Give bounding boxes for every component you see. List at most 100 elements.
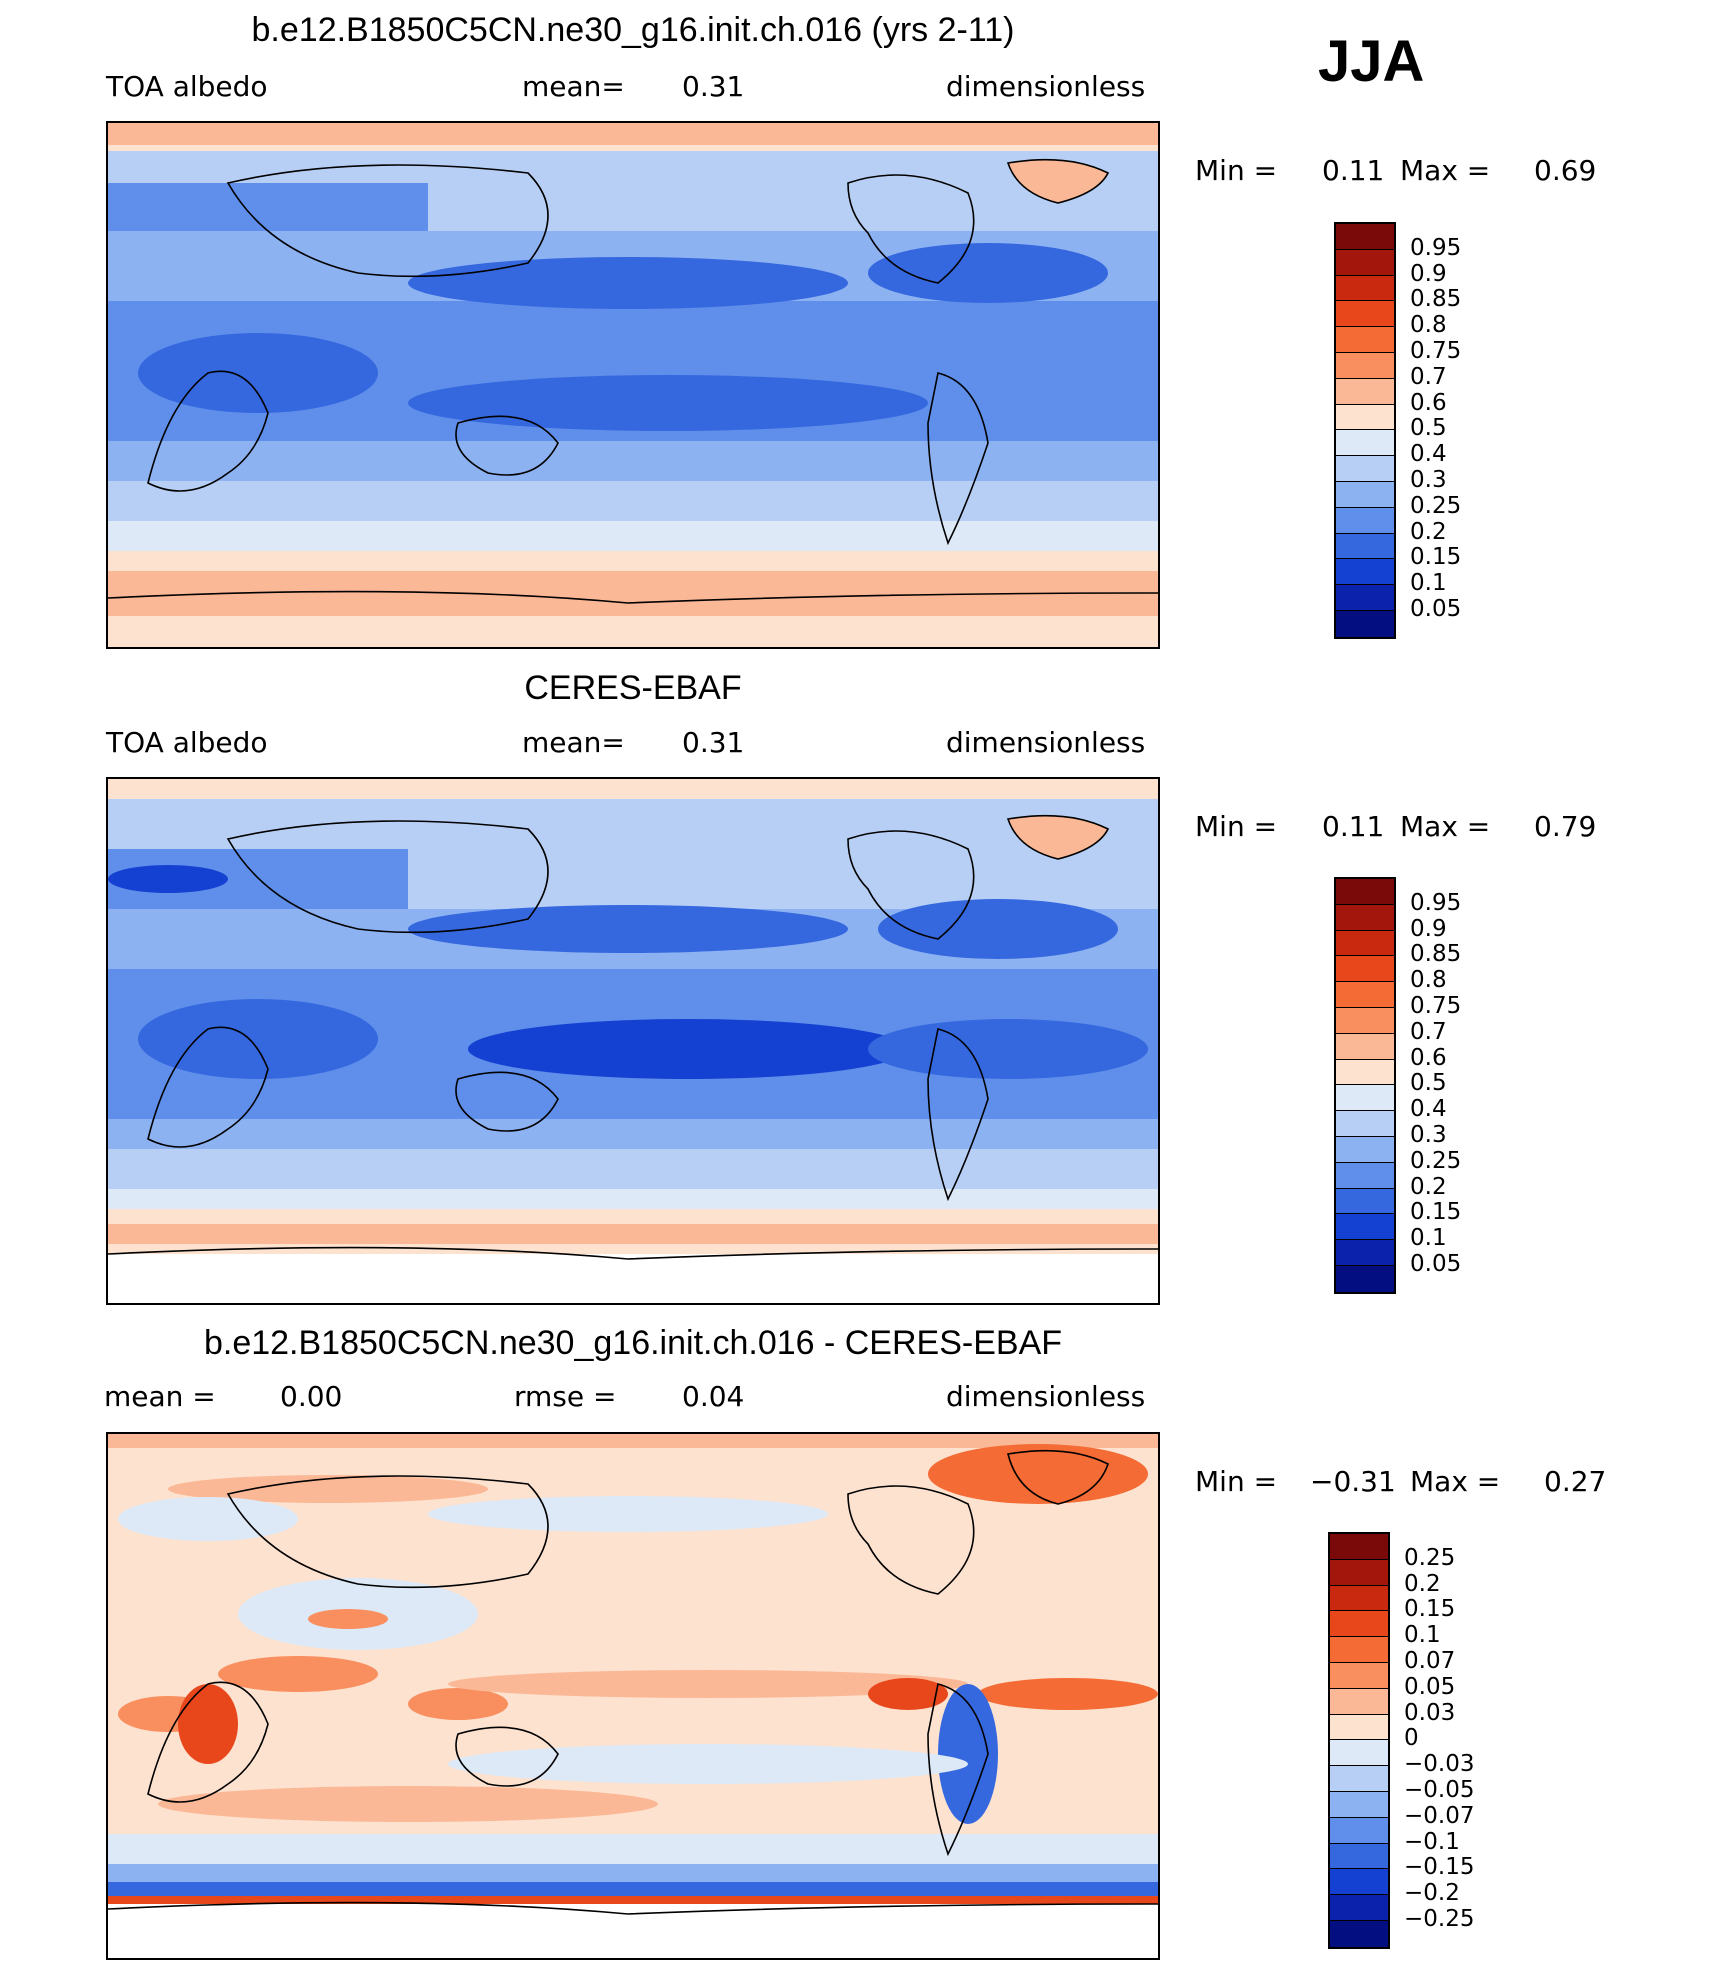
colorbar-segment bbox=[1330, 1637, 1388, 1663]
colorbar-label: 0.2 bbox=[1404, 1570, 1441, 1597]
colorbar-segment bbox=[1336, 430, 1394, 457]
panel-2-mean-value: 0.31 bbox=[682, 726, 745, 759]
colorbar-segment bbox=[1330, 1534, 1388, 1560]
colorbar-segment bbox=[1330, 1869, 1388, 1896]
colorbar-segment bbox=[1330, 1920, 1388, 1947]
season-label: JJA bbox=[1318, 29, 1425, 94]
colorbar-segment bbox=[1336, 301, 1394, 328]
colorbar-segment bbox=[1330, 1895, 1388, 1921]
colorbar-label: 0.85 bbox=[1410, 286, 1462, 313]
panel-3-min-label: Min = bbox=[1195, 1465, 1278, 1498]
colorbar-label: 0.95 bbox=[1410, 234, 1462, 261]
colorbar-segment bbox=[1336, 1214, 1394, 1241]
panel-2-title: CERES-EBAF bbox=[524, 669, 742, 707]
colorbar-label: 0.8 bbox=[1410, 967, 1447, 994]
colorbar-segment bbox=[1330, 1611, 1388, 1638]
colorbar-segment bbox=[1336, 610, 1394, 637]
colorbar-label: 0.3 bbox=[1410, 1122, 1447, 1148]
colorbar-label: 0.15 bbox=[1410, 544, 1462, 571]
colorbar-segment bbox=[1330, 1585, 1388, 1612]
panel-1-max-value: 0.69 bbox=[1534, 154, 1597, 187]
panel-3-rmse-value: 0.04 bbox=[682, 1380, 745, 1413]
colorbar-segment bbox=[1336, 982, 1394, 1008]
colorbar-segment bbox=[1336, 249, 1394, 276]
colorbar-segment bbox=[1336, 904, 1394, 931]
panel-3-mean-label: mean = bbox=[104, 1380, 216, 1413]
panel-2-map bbox=[106, 777, 1160, 1305]
colorbar-segment bbox=[1330, 1766, 1388, 1792]
panel-1-min-value: 0.11 bbox=[1322, 154, 1385, 187]
panel-3-max-label: Max = bbox=[1410, 1465, 1501, 1498]
colorbar-label: −0.03 bbox=[1404, 1751, 1475, 1778]
colorbar-segment bbox=[1330, 1688, 1388, 1715]
panel-2-min-value: 0.11 bbox=[1322, 810, 1385, 843]
colorbar-segment bbox=[1336, 879, 1394, 905]
panel-2-mean-label: mean= bbox=[522, 726, 625, 759]
panel-1-min-label: Min = bbox=[1195, 154, 1278, 187]
panel-3-min-value: −0.31 bbox=[1310, 1465, 1396, 1498]
colorbar-segment bbox=[1336, 456, 1394, 482]
panel-3-title: b.e12.B1850C5CN.ne30_g16.init.ch.016 - C… bbox=[203, 1324, 1063, 1362]
colorbar-label: 0.05 bbox=[1404, 1673, 1456, 1700]
colorbar-label: 0.1 bbox=[1410, 1225, 1447, 1252]
colorbar-label: 0.9 bbox=[1410, 915, 1447, 942]
colorbar-label: 0.5 bbox=[1410, 415, 1447, 442]
colorbar-segment bbox=[1336, 1059, 1394, 1086]
colorbar-label: −0.1 bbox=[1404, 1828, 1460, 1855]
colorbar-label: 0.7 bbox=[1410, 1018, 1447, 1045]
colorbar-segment bbox=[1336, 481, 1394, 508]
colorbar-label: 0.1 bbox=[1410, 570, 1447, 597]
colorbar-segment bbox=[1336, 378, 1394, 405]
colorbar-label: 0.6 bbox=[1410, 1044, 1447, 1071]
colorbar-label: 0.05 bbox=[1410, 596, 1462, 622]
colorbar-segment bbox=[1330, 1791, 1388, 1818]
colorbar-label: 0.85 bbox=[1410, 941, 1462, 968]
panel-2-min-label: Min = bbox=[1195, 810, 1278, 843]
colorbar-segment bbox=[1330, 1740, 1388, 1767]
colorbar-label: 0.05 bbox=[1410, 1251, 1462, 1277]
colorbar-label: 0.25 bbox=[1404, 1544, 1456, 1571]
colorbar-label: 0.4 bbox=[1410, 1096, 1447, 1123]
colorbar-segment bbox=[1336, 559, 1394, 586]
colorbar-segment bbox=[1330, 1559, 1388, 1586]
panel-1-max-label: Max = bbox=[1400, 154, 1491, 187]
colorbar-label: −0.15 bbox=[1404, 1854, 1475, 1881]
panel-3-map bbox=[106, 1432, 1160, 1960]
panel-3-max-value: 0.27 bbox=[1544, 1465, 1607, 1498]
colorbar-segment bbox=[1336, 1265, 1394, 1292]
colorbar-label: 0.25 bbox=[1410, 492, 1462, 519]
colorbar-segment bbox=[1336, 1188, 1394, 1215]
panel-2-max-label: Max = bbox=[1400, 810, 1491, 843]
colorbar-segment bbox=[1336, 224, 1394, 250]
colorbar-segment bbox=[1336, 1033, 1394, 1060]
colorbar-segment bbox=[1336, 275, 1394, 302]
panel-2-units-label: dimensionless bbox=[946, 726, 1146, 759]
colorbar-label: 0.75 bbox=[1410, 993, 1462, 1019]
colorbar-segment bbox=[1336, 507, 1394, 534]
colorbar-segment bbox=[1330, 1817, 1388, 1844]
colorbar-segment bbox=[1336, 1240, 1394, 1266]
colorbar-label: 0.3 bbox=[1410, 467, 1447, 493]
colorbar-label: −0.2 bbox=[1404, 1880, 1460, 1907]
colorbar-segment bbox=[1336, 930, 1394, 957]
panel-1-units-label: dimensionless bbox=[946, 70, 1146, 103]
colorbar-label: 0.4 bbox=[1410, 441, 1447, 468]
colorbar-label: 0 bbox=[1404, 1725, 1419, 1752]
colorbar-label: 0.25 bbox=[1410, 1147, 1462, 1174]
panel-1-mean-label: mean= bbox=[522, 70, 625, 103]
colorbar-segment bbox=[1336, 1111, 1394, 1137]
colorbar-segment bbox=[1336, 327, 1394, 353]
colorbar-segment bbox=[1336, 1162, 1394, 1189]
panel-3-colorbar bbox=[1328, 1532, 1390, 1949]
colorbar-label: −0.05 bbox=[1404, 1777, 1475, 1803]
colorbar-label: 0.15 bbox=[1404, 1596, 1456, 1623]
colorbar-label: 0.8 bbox=[1410, 312, 1447, 339]
colorbar-segment bbox=[1336, 956, 1394, 983]
colorbar-label: 0.9 bbox=[1410, 260, 1447, 287]
panel-3-rmse-label: rmse = bbox=[514, 1380, 617, 1413]
colorbar-label: 0.6 bbox=[1410, 389, 1447, 416]
panel-1-map bbox=[106, 121, 1160, 649]
colorbar-segment bbox=[1336, 352, 1394, 379]
colorbar-label: 0.15 bbox=[1410, 1199, 1462, 1226]
colorbar-segment bbox=[1330, 1843, 1388, 1870]
